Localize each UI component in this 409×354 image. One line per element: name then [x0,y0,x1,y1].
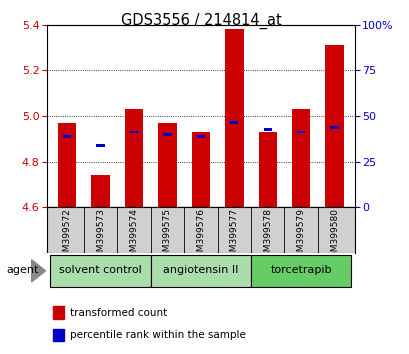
Text: GDS3556 / 214814_at: GDS3556 / 214814_at [120,12,281,29]
Bar [291,109,310,207]
Bar [196,135,204,138]
Bar [125,109,143,207]
Bar [58,123,76,207]
Bar [96,144,105,147]
Bar [53,329,64,341]
Bar [151,255,250,287]
Bar [53,307,64,319]
Bar [63,135,71,138]
Polygon shape [31,260,45,282]
Text: GSM399574: GSM399574 [129,209,138,263]
Bar [296,131,305,133]
Text: solvent control: solvent control [59,265,142,275]
Text: GSM399573: GSM399573 [96,209,105,263]
Bar [225,29,243,207]
Text: GSM399580: GSM399580 [329,209,338,263]
Text: agent: agent [6,265,38,275]
Bar [258,132,276,207]
Text: GSM399575: GSM399575 [163,209,171,263]
Text: torcetrapib: torcetrapib [270,265,331,275]
Bar [191,132,209,207]
Bar [50,255,151,287]
Text: GSM399576: GSM399576 [196,209,205,263]
Text: GSM399572: GSM399572 [63,209,72,263]
Bar [158,123,176,207]
Bar [163,133,171,136]
Bar [130,131,138,133]
Text: GSM399579: GSM399579 [296,209,305,263]
Bar [325,45,343,207]
Text: percentile rank within the sample: percentile rank within the sample [70,330,245,340]
Bar [91,175,110,207]
Bar [229,121,238,124]
Bar [263,128,271,131]
Text: GSM399578: GSM399578 [263,209,272,263]
Text: GSM399577: GSM399577 [229,209,238,263]
Bar [330,126,338,129]
Bar [250,255,351,287]
Text: transformed count: transformed count [70,308,167,318]
Text: angiotensin II: angiotensin II [163,265,238,275]
